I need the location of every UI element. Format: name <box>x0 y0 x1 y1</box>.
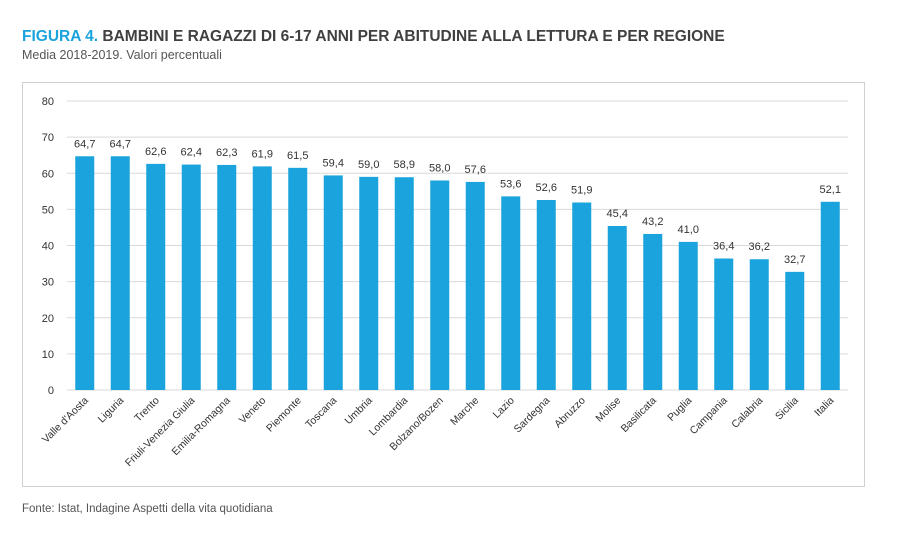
category-label: Umbria <box>342 395 375 428</box>
figure-label: FIGURA 4. <box>22 28 99 45</box>
category-label: Piemonte <box>264 395 304 435</box>
y-tick-label: 40 <box>42 241 54 253</box>
bars <box>75 156 840 390</box>
category-label: Abruzzo <box>552 395 588 431</box>
data-label: 32,7 <box>784 254 805 266</box>
data-label: 41,0 <box>678 224 699 236</box>
data-label: 62,6 <box>145 146 166 158</box>
data-label: 61,5 <box>287 150 308 162</box>
data-label: 51,9 <box>571 185 592 197</box>
category-label: Trento <box>132 395 162 425</box>
data-label: 62,4 <box>181 147 202 159</box>
data-label: 52,6 <box>536 182 557 194</box>
y-tick-label: 30 <box>42 277 54 289</box>
bar <box>288 167 308 390</box>
data-label: 45,4 <box>607 208 628 220</box>
bar <box>252 166 272 390</box>
category-label: Basilicata <box>619 395 659 435</box>
data-label: 36,2 <box>749 241 770 253</box>
bar <box>217 164 237 390</box>
bar <box>75 156 95 390</box>
bar <box>465 181 485 390</box>
data-label: 59,4 <box>323 157 344 169</box>
category-label: Sicilia <box>773 395 801 423</box>
y-tick-label: 20 <box>42 313 54 325</box>
figure-title: FIGURA 4. BAMBINI E RAGAZZI DI 6-17 ANNI… <box>22 28 725 46</box>
y-axis-ticks: 0 10 20 30 40 50 60 70 80 <box>42 96 54 397</box>
category-label: Veneto <box>237 395 269 427</box>
bar <box>607 225 627 390</box>
bar <box>643 233 663 390</box>
data-label: 58,0 <box>429 162 450 174</box>
category-label: Valle d'Aosta <box>40 395 91 446</box>
data-label: 64,7 <box>110 138 131 150</box>
bar <box>430 180 450 390</box>
category-label: Puglia <box>665 395 694 424</box>
category-labels: Valle d'Aosta Liguria TrentoFriuli-Venezia… <box>40 395 837 470</box>
data-label: 57,6 <box>465 164 486 176</box>
bar <box>146 163 166 390</box>
category-label: Toscana <box>303 395 339 431</box>
category-label: Sardegna <box>512 395 553 436</box>
data-label: 58,9 <box>394 159 415 171</box>
category-label: Marche <box>448 395 481 428</box>
data-label: 62,3 <box>216 147 237 159</box>
y-tick-label: 80 <box>42 96 54 108</box>
y-tick-label: 50 <box>42 204 54 216</box>
bar <box>572 202 592 390</box>
data-label: 53,6 <box>500 178 521 190</box>
data-label: 52,1 <box>820 184 841 196</box>
data-label: 59,0 <box>358 159 379 171</box>
data-label: 64,7 <box>74 138 95 150</box>
bar <box>394 177 414 390</box>
data-label: 61,9 <box>252 148 273 160</box>
figure-subtitle: Media 2018-2019. Valori percentuali <box>22 48 222 62</box>
bar <box>749 259 769 390</box>
category-label: Liguria <box>96 395 127 426</box>
bar <box>536 199 556 390</box>
category-label: Italia <box>812 395 836 419</box>
category-label: Molise <box>593 395 623 425</box>
bar <box>785 271 805 390</box>
y-tick-label: 0 <box>48 385 54 397</box>
y-tick-label: 60 <box>42 168 54 180</box>
bar <box>359 176 379 390</box>
category-label: Lazio <box>491 395 517 421</box>
source-note: Fonte: Istat, Indagine Aspetti della vit… <box>22 503 273 515</box>
y-tick-label: 10 <box>42 349 54 361</box>
chart-frame: 0 10 20 30 40 50 60 70 80 64,7 64,7 62,6 62,4 62,3 61… <box>22 82 865 487</box>
figure-title-text: BAMBINI E RAGAZZI DI 6-17 ANNI PER ABITU… <box>102 28 725 45</box>
bar <box>678 241 698 390</box>
data-labels: 64,7 64,7 62,6 62,4 62,3 61,9 61,5 59,4 59,0 58,9… <box>74 138 841 266</box>
bar <box>323 175 343 390</box>
bar <box>501 196 521 390</box>
bar-chart: 0 10 20 30 40 50 60 70 80 64,7 64,7 62,6 62,4 62,3 61… <box>40 96 848 470</box>
bar <box>714 258 734 390</box>
bar <box>110 156 130 390</box>
bar <box>820 201 840 390</box>
data-label: 36,4 <box>713 241 734 253</box>
category-label: Calabria <box>729 395 765 431</box>
y-tick-label: 70 <box>42 132 54 144</box>
bar <box>181 164 201 390</box>
category-label: Campania <box>688 395 730 437</box>
data-label: 43,2 <box>642 216 663 228</box>
